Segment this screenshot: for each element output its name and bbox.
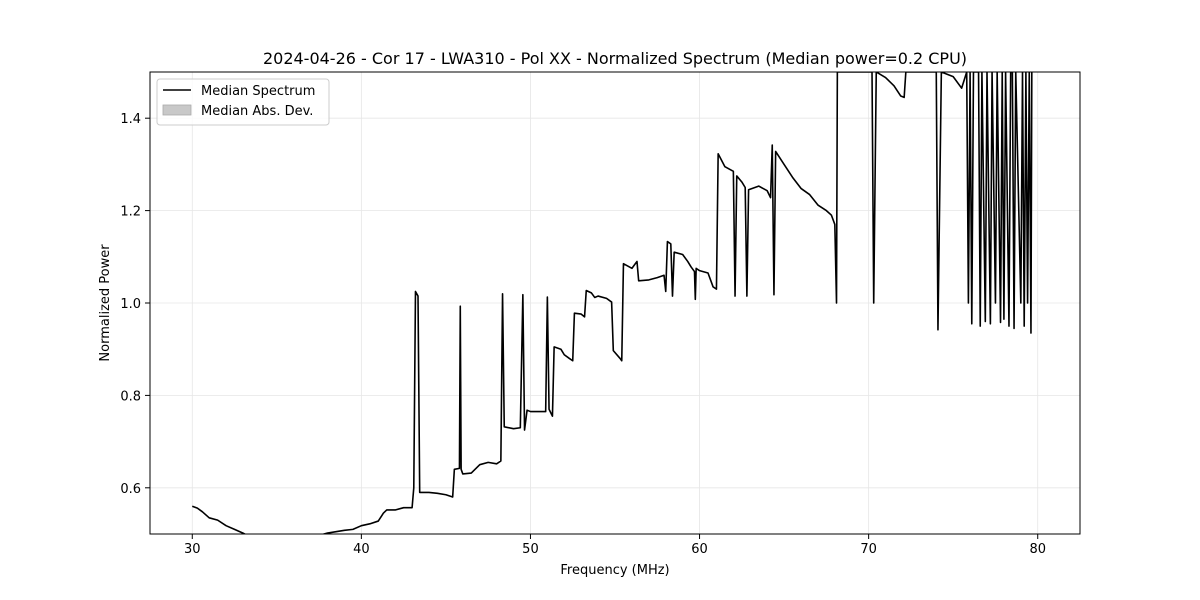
y-tick-label: 0.6 [120, 482, 141, 497]
x-tick-label: 80 [1029, 542, 1046, 557]
legend-label-median-abs-dev: Median Abs. Dev. [201, 104, 313, 119]
y-axis-label: Normalized Power [98, 244, 113, 362]
legend: Median Spectrum Median Abs. Dev. [156, 78, 330, 126]
x-axis-label: Frequency (MHz) [560, 563, 669, 578]
series-layer [191, 72, 1033, 534]
y-tick-label: 1.2 [120, 205, 141, 220]
y-tick-label: 1.0 [120, 297, 141, 312]
x-tick-label: 30 [184, 542, 201, 557]
x-tick-label: 60 [691, 542, 708, 557]
x-tick-label: 50 [522, 542, 539, 557]
legend-patch-swatch [162, 104, 192, 116]
chart-title: 2024-04-26 - Cor 17 - LWA310 - Pol XX - … [263, 49, 967, 68]
legend-label-median-spectrum: Median Spectrum [201, 84, 315, 99]
y-axis-ticks: 0.6 0.8 1.0 1.2 1.4 [120, 112, 150, 497]
x-tick-label: 70 [860, 542, 877, 557]
y-tick-label: 0.8 [120, 389, 141, 404]
legend-box [156, 78, 330, 126]
x-axis-ticks: 30 40 50 60 70 80 [184, 534, 1046, 557]
median-spectrum-line [191, 72, 1033, 534]
grid-lines [150, 72, 1080, 534]
y-tick-label: 1.4 [120, 112, 141, 127]
x-tick-label: 40 [353, 542, 370, 557]
